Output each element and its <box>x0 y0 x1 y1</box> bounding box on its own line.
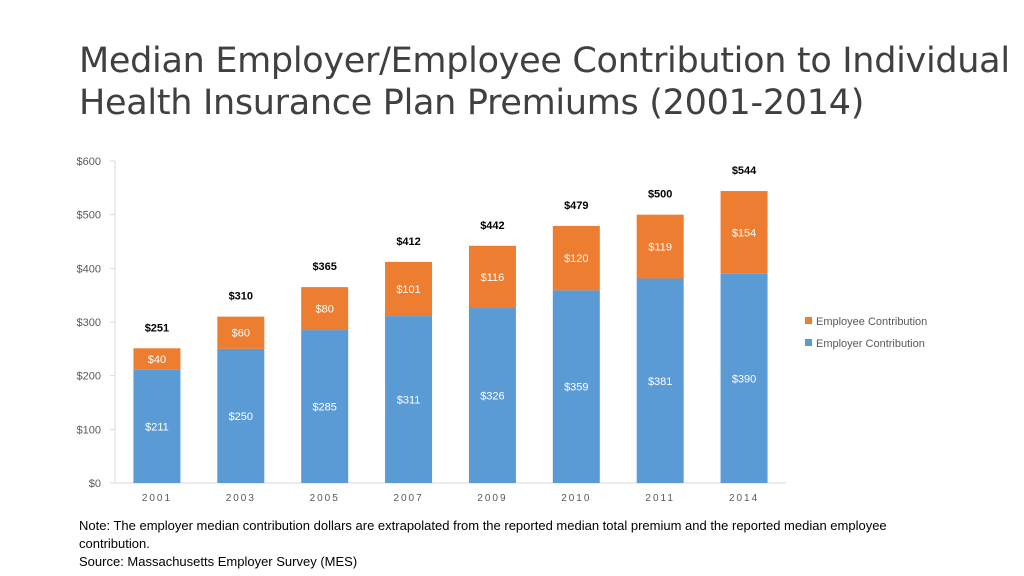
data-label-employee-2011: $119 <box>648 242 672 254</box>
data-label-employer-2005: $285 <box>312 402 336 414</box>
total-label-2014: $544 <box>732 165 757 177</box>
y-tick-label: $600 <box>77 156 101 168</box>
y-tick-label: $0 <box>89 478 101 490</box>
x-tick-label: 2001 <box>142 493 172 504</box>
data-label-employee-2014: $154 <box>732 227 756 239</box>
x-tick-label: 2009 <box>477 493 507 504</box>
bar-employer-2010 <box>552 290 600 483</box>
bar-employee-2005 <box>301 287 349 331</box>
bar-employer-2005 <box>301 330 349 483</box>
data-label-employee-2003: $60 <box>232 328 250 340</box>
bar-employer-2011 <box>636 278 684 483</box>
total-label-2003: $310 <box>229 291 253 303</box>
total-label-2007: $412 <box>396 236 420 248</box>
total-label-2009: $442 <box>480 220 504 232</box>
page-title: Median Employer/Employee Contribution to… <box>79 40 1010 124</box>
source-text: Source: Massachusetts Employer Survey (M… <box>79 554 358 569</box>
bar-employee-2001 <box>133 348 181 370</box>
title-line-1: Median Employer/Employee Contribution to… <box>79 41 1010 81</box>
y-tick-label: $300 <box>77 317 101 329</box>
bar-employer-2007 <box>385 316 433 483</box>
data-label-employer-2014: $390 <box>732 373 756 385</box>
total-label-2010: $479 <box>564 200 588 212</box>
bar-employee-2011 <box>636 214 684 279</box>
data-label-employer-2001: $211 <box>145 421 169 433</box>
data-label-employee-2007: $101 <box>396 284 420 296</box>
bar-employer-2009 <box>468 308 516 483</box>
bar-employee-2010 <box>552 225 600 291</box>
bar-employee-2003 <box>217 316 265 349</box>
legend-swatch-employer <box>805 339 812 346</box>
legend-label-employer: Employer Contribution <box>816 338 925 350</box>
bar-employee-2009 <box>468 245 516 309</box>
footnote: Note: The employer median contribution d… <box>79 517 929 571</box>
data-label-employer-2009: $326 <box>480 391 504 403</box>
bar-employer-2001 <box>133 369 181 483</box>
y-tick-label: $100 <box>77 424 101 436</box>
bar-employer-2003 <box>217 348 265 483</box>
data-label-employee-2005: $80 <box>316 304 334 316</box>
x-tick-label: 2010 <box>561 493 591 504</box>
y-tick-label: $400 <box>77 263 101 275</box>
data-label-employer-2003: $250 <box>229 411 253 423</box>
bar-employee-2014 <box>720 191 768 274</box>
x-tick-label: 2014 <box>729 493 759 504</box>
x-tick-label: 2011 <box>645 493 675 504</box>
y-tick-label: $500 <box>77 210 101 222</box>
data-label-employee-2001: $40 <box>148 354 166 366</box>
title-line-2: Health Insurance Plan Premiums (2001-201… <box>79 83 865 123</box>
bar-employee-2007 <box>385 261 433 317</box>
data-label-employee-2009: $116 <box>481 272 505 284</box>
bar-employer-2014 <box>720 273 768 483</box>
total-label-2005: $365 <box>312 261 336 273</box>
legend-swatch-employee <box>805 317 812 324</box>
x-tick-label: 2003 <box>226 493 256 504</box>
x-tick-label: 2007 <box>393 493 423 504</box>
total-label-2011: $500 <box>648 189 672 201</box>
x-tick-label: 2005 <box>310 493 340 504</box>
note-text: Note: The employer median contribution d… <box>79 518 887 551</box>
data-label-employee-2010: $120 <box>564 253 588 265</box>
y-tick-label: $200 <box>77 371 101 383</box>
data-label-employer-2010: $359 <box>564 382 588 394</box>
total-label-2001: $251 <box>145 322 169 334</box>
data-label-employer-2007: $311 <box>397 395 421 407</box>
legend-label-employee: Employee Contribution <box>816 316 927 328</box>
data-label-employer-2011: $381 <box>648 376 672 388</box>
